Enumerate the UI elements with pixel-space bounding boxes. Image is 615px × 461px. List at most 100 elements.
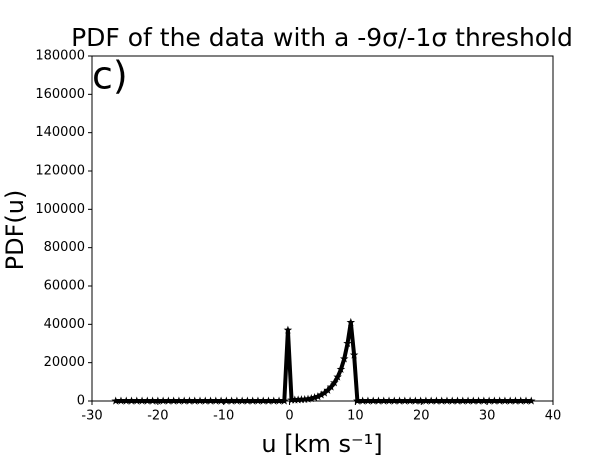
data-point — [490, 396, 499, 405]
y-axis-label: PDF(u) — [1, 190, 29, 271]
data-point — [411, 396, 420, 405]
y-tick-label: 0 — [77, 394, 85, 409]
data-point — [442, 396, 452, 405]
data-point — [516, 396, 526, 405]
data-point — [469, 396, 478, 405]
data-point — [216, 396, 226, 405]
data-point — [116, 396, 126, 405]
data-point — [479, 396, 489, 405]
data-point — [280, 396, 289, 405]
data-point — [447, 396, 457, 405]
y-tick-label: 100000 — [35, 202, 85, 217]
data-point — [303, 394, 313, 403]
x-tick-label: -20 — [147, 409, 168, 424]
data-point — [421, 396, 431, 405]
data-point — [323, 385, 333, 394]
data-point — [326, 382, 336, 391]
data-point — [158, 396, 168, 405]
data-point — [343, 339, 352, 348]
data-point — [179, 396, 189, 405]
data-point — [111, 396, 120, 405]
data-point — [432, 396, 441, 405]
data-point — [349, 350, 359, 359]
data-point — [132, 396, 142, 405]
data-point — [390, 396, 399, 405]
data-point — [368, 396, 378, 405]
data-point — [206, 396, 215, 405]
data-point — [416, 396, 425, 405]
x-axis-label: u [km s⁻¹] — [261, 430, 382, 458]
data-point — [290, 395, 300, 404]
y-tick-label: 60000 — [44, 279, 85, 294]
x-tick-label: 0 — [285, 409, 293, 424]
data-point — [258, 396, 268, 405]
data-point — [437, 396, 446, 405]
data-point — [169, 396, 178, 405]
data-point — [253, 396, 263, 405]
x-tick-label: -10 — [213, 409, 234, 424]
data-point — [384, 396, 394, 405]
x-tick-label: 20 — [413, 409, 430, 424]
data-point — [190, 396, 200, 405]
data-point — [346, 317, 356, 327]
data-point — [143, 396, 152, 405]
data-point — [300, 394, 309, 404]
data-point — [458, 396, 468, 405]
data-point — [474, 396, 483, 405]
y-tick-label: 140000 — [35, 125, 85, 140]
data-point — [336, 364, 346, 374]
data-point — [293, 395, 303, 404]
plot-frame — [91, 55, 554, 402]
data-point — [222, 396, 231, 405]
data-point — [400, 396, 410, 405]
data-point — [174, 396, 184, 405]
data-point — [526, 396, 536, 405]
y-tick-label: 120000 — [35, 164, 85, 179]
data-point — [395, 396, 404, 405]
data-point — [297, 395, 306, 404]
data-point — [463, 396, 473, 405]
data-point — [237, 396, 247, 405]
data-point — [405, 396, 415, 405]
data-point — [511, 396, 520, 405]
data-point — [287, 395, 296, 404]
data-point — [148, 396, 157, 405]
data-point — [353, 396, 362, 405]
x-tick-label: -30 — [81, 409, 102, 424]
data-point — [269, 396, 279, 405]
data-point — [211, 396, 221, 405]
data-point — [505, 396, 515, 405]
data-point — [200, 396, 210, 405]
data-point — [243, 396, 252, 405]
y-tick-label: 80000 — [44, 240, 85, 255]
x-tick-label: 10 — [347, 409, 364, 424]
data-point — [185, 396, 194, 405]
data-point — [453, 396, 462, 405]
data-point — [121, 396, 131, 405]
data-point — [127, 396, 136, 405]
data-point — [333, 372, 342, 381]
data-point — [495, 396, 504, 405]
data-point — [339, 354, 349, 363]
y-tick-label: 20000 — [44, 355, 85, 370]
data-point — [164, 396, 173, 405]
data-point — [307, 394, 316, 403]
data-point — [363, 396, 373, 405]
data-point — [310, 393, 319, 402]
data-point — [330, 378, 339, 387]
data-point — [283, 325, 293, 334]
data-point — [358, 396, 367, 405]
data-point — [248, 396, 257, 405]
data-point — [484, 396, 494, 405]
data-point — [227, 396, 236, 405]
data-point — [195, 396, 205, 405]
data-point — [274, 396, 284, 405]
data-point — [374, 396, 383, 405]
x-tick-label: 30 — [479, 409, 496, 424]
panel-label: c) — [92, 54, 128, 98]
y-tick-label: 180000 — [35, 49, 85, 64]
y-tick-label: 160000 — [35, 87, 85, 102]
data-point — [521, 396, 531, 405]
